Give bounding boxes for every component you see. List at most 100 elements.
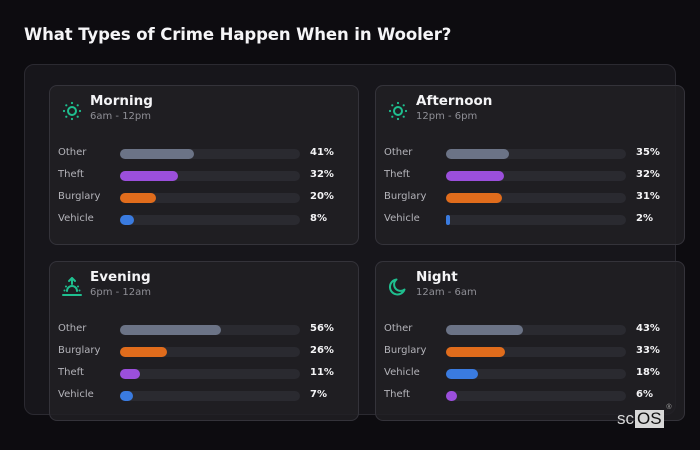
card-title: Evening [90, 269, 151, 285]
bar-value: 32% [636, 169, 660, 180]
bar-label: Vehicle [58, 213, 94, 224]
bar-fill-vehicle [446, 369, 479, 379]
bar-fill-other [120, 149, 194, 159]
bar-label: Theft [384, 389, 410, 400]
bar-value: 32% [310, 169, 334, 180]
bar-track [446, 325, 626, 335]
bar-track [120, 325, 300, 335]
bar-value: 43% [636, 323, 660, 334]
bar-fill-burglary [446, 347, 506, 357]
bar-value: 6% [636, 389, 653, 400]
bar-value: 11% [310, 367, 334, 378]
bar-fill-vehicle [120, 215, 135, 225]
bar-label: Other [384, 323, 413, 334]
card-time-range: 6am - 12pm [90, 111, 152, 122]
bar-value: 35% [636, 147, 660, 158]
bar-track [120, 149, 300, 159]
card-night: Night 12am - 6am Other 43% Burglary 33% … [375, 261, 685, 421]
bar-fill-burglary [120, 193, 156, 203]
bar-label: Other [384, 147, 413, 158]
bar-value: 26% [310, 345, 334, 356]
bar-track [120, 215, 300, 225]
bar-track [120, 193, 300, 203]
bar-value: 18% [636, 367, 660, 378]
bar-row: Burglary 20% [50, 190, 360, 206]
bar-fill-theft [446, 391, 457, 401]
card-title: Night [416, 269, 458, 285]
bar-row: Theft 6% [376, 388, 686, 404]
bar-value: 2% [636, 213, 653, 224]
bar-label: Vehicle [384, 213, 420, 224]
bar-value: 56% [310, 323, 334, 334]
card-time-range: 12pm - 6pm [416, 111, 478, 122]
bar-label: Burglary [384, 345, 427, 356]
bar-fill-vehicle [120, 391, 133, 401]
card-morning: Morning 6am - 12pm Other 41% Theft 32% B… [49, 85, 359, 245]
bar-track [446, 369, 626, 379]
bar-fill-other [446, 325, 524, 335]
sun-icon [62, 101, 82, 121]
bar-label: Theft [58, 169, 84, 180]
bar-value: 31% [636, 191, 660, 202]
bar-track [446, 391, 626, 401]
bar-value: 8% [310, 213, 327, 224]
bar-track [120, 391, 300, 401]
bar-track [446, 149, 626, 159]
bar-value: 7% [310, 389, 327, 400]
bar-track [446, 347, 626, 357]
bar-fill-burglary [446, 193, 502, 203]
page-title: What Types of Crime Happen When in Woole… [24, 25, 452, 44]
bar-fill-other [446, 149, 509, 159]
logo-sc: sc [617, 409, 634, 428]
bar-row: Theft 11% [50, 366, 360, 382]
logo-os: OS [635, 409, 664, 428]
bar-row: Vehicle 2% [376, 212, 686, 228]
registered-mark: ® [666, 404, 672, 411]
bar-fill-theft [120, 369, 140, 379]
moon-icon [388, 278, 406, 296]
bar-label: Other [58, 323, 87, 334]
bar-label: Theft [384, 169, 410, 180]
bar-label: Other [58, 147, 87, 158]
bar-label: Vehicle [384, 367, 420, 378]
bar-row: Burglary 31% [376, 190, 686, 206]
bar-value: 33% [636, 345, 660, 356]
card-title: Morning [90, 93, 153, 109]
bar-row: Other 41% [50, 146, 360, 162]
bar-fill-theft [446, 171, 504, 181]
bar-label: Vehicle [58, 389, 94, 400]
scos-logo: sc OS ® [617, 404, 672, 428]
bar-track [446, 215, 626, 225]
card-time-range: 6pm - 12am [90, 287, 152, 298]
sunset-icon [62, 277, 82, 296]
bar-label: Burglary [58, 345, 101, 356]
bar-track [120, 347, 300, 357]
bar-row: Theft 32% [376, 168, 686, 184]
bar-label: Theft [58, 367, 84, 378]
sun-icon [388, 101, 408, 121]
bar-row: Theft 32% [50, 168, 360, 184]
card-afternoon: Afternoon 12pm - 6pm Other 35% Theft 32%… [375, 85, 685, 245]
bar-value: 20% [310, 191, 334, 202]
card-title: Afternoon [416, 93, 493, 109]
card-evening: Evening 6pm - 12am Other 56% Burglary 26… [49, 261, 359, 421]
bar-row: Burglary 26% [50, 344, 360, 360]
bar-row: Vehicle 8% [50, 212, 360, 228]
bar-fill-other [120, 325, 221, 335]
bar-row: Vehicle 7% [50, 388, 360, 404]
bar-label: Burglary [58, 191, 101, 202]
bar-track [120, 369, 300, 379]
bar-fill-burglary [120, 347, 167, 357]
bar-row: Burglary 33% [376, 344, 686, 360]
bar-label: Burglary [384, 191, 427, 202]
bar-track [120, 171, 300, 181]
bar-fill-vehicle [446, 215, 450, 225]
bar-row: Other 35% [376, 146, 686, 162]
bar-row: Other 43% [376, 322, 686, 338]
bar-value: 41% [310, 147, 334, 158]
bar-row: Vehicle 18% [376, 366, 686, 382]
bar-track [446, 193, 626, 203]
bar-row: Other 56% [50, 322, 360, 338]
bar-fill-theft [120, 171, 178, 181]
